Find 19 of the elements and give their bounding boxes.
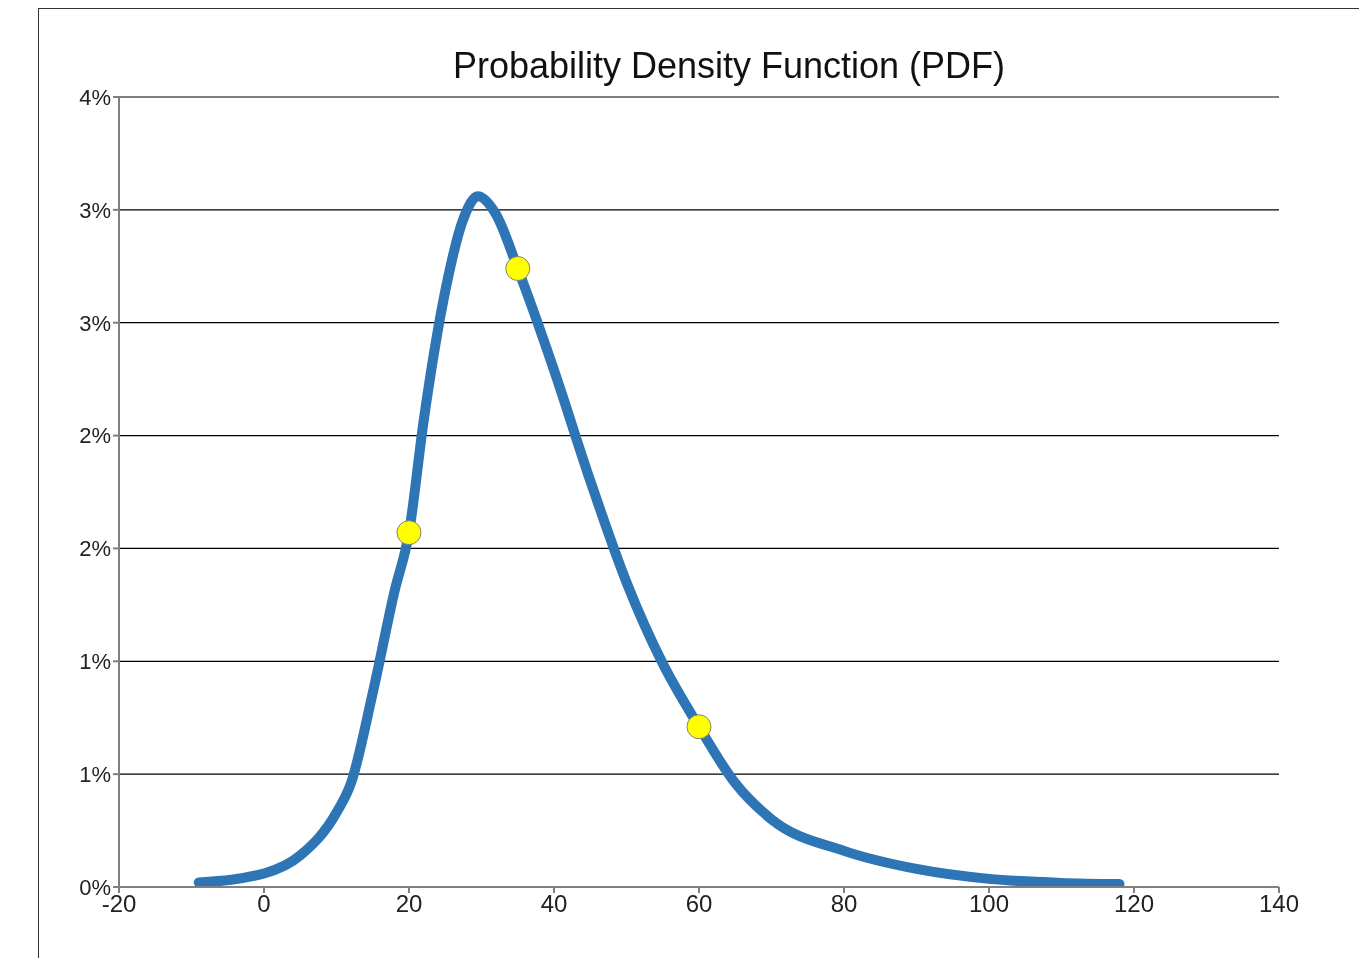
point (396, 520, 422, 546)
point (686, 714, 712, 740)
y-tick-label: 1% (79, 649, 111, 675)
x-tick-label: 60 (685, 890, 713, 918)
x-tick-label: 0 (257, 890, 271, 918)
x-tick-label: 80 (830, 890, 858, 918)
y-tick-label: 3% (79, 310, 111, 336)
x-tick-label: 120 (1113, 890, 1155, 918)
y-tick-label: 2% (79, 423, 111, 449)
x-tick-label: 40 (540, 890, 568, 918)
y-tick-label: 3% (79, 197, 111, 223)
y-tick-label: 1% (79, 761, 111, 787)
y-tick-label: 4% (79, 84, 111, 110)
point (505, 256, 531, 282)
chart-title: Probability Density Function (PDF) (451, 44, 1007, 87)
x-tick-label: 140 (1258, 890, 1300, 918)
x-tick-label: 20 (395, 890, 423, 918)
y-tick-label: 2% (79, 536, 111, 562)
x-tick-label: 100 (968, 890, 1010, 918)
